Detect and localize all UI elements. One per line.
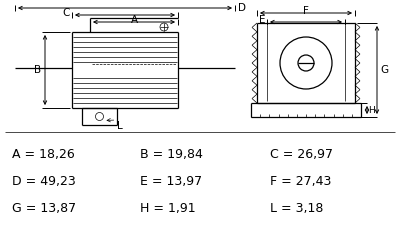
Text: F = 27,43: F = 27,43 [270,175,331,188]
Text: G = 13,87: G = 13,87 [12,202,76,215]
Text: C = 26,97: C = 26,97 [270,148,333,161]
Text: B = 19,84: B = 19,84 [140,148,203,161]
Text: D: D [238,3,246,13]
Text: C: C [63,8,70,18]
Text: L: L [118,121,123,131]
Text: F: F [303,6,309,16]
Text: D = 49,23: D = 49,23 [12,175,76,188]
Text: H = 1,91: H = 1,91 [140,202,196,215]
Text: B: B [34,65,41,75]
Text: H: H [368,106,375,115]
Text: E: E [260,15,266,25]
Text: A: A [130,15,138,25]
Text: G: G [380,65,388,75]
Text: E = 13,97: E = 13,97 [140,175,202,188]
Text: A = 18,26: A = 18,26 [12,148,75,161]
Text: L = 3,18: L = 3,18 [270,202,323,215]
